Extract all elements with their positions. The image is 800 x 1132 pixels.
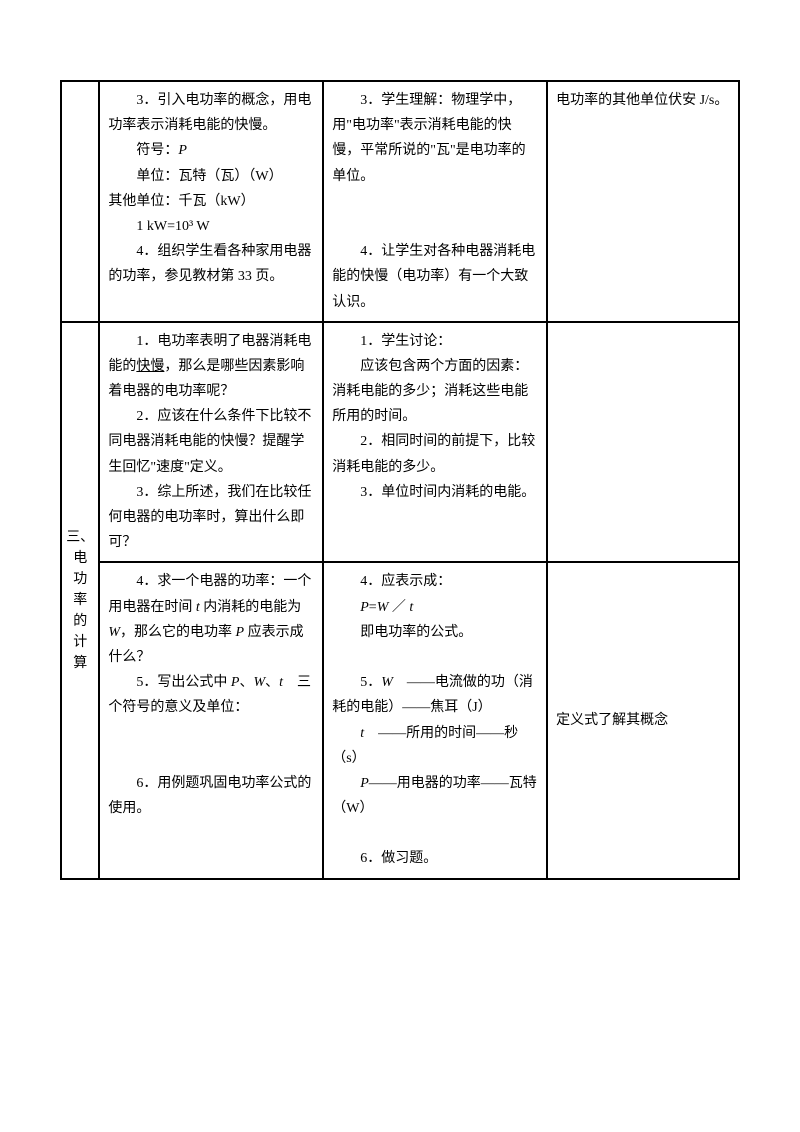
section-label-text: 电 (73, 551, 87, 566)
paragraph: 1．学生讨论： (332, 329, 538, 354)
paragraph: 3．学生理解：物理学中，用"电功率"表示消耗电能的快慢，平常所说的"瓦"是电功率… (332, 88, 538, 189)
paragraph: 6．做习题。 (332, 846, 538, 871)
section-label-text: 算 (73, 656, 87, 671)
paragraph: 单位：瓦特（瓦）（W） (108, 164, 314, 189)
paragraph: 3．综上所述，我们在比较任何电器的电功率时，算出什么即可？ (108, 480, 314, 556)
symbol-t: t (409, 600, 413, 615)
text: ／ (388, 600, 409, 615)
lesson-plan-table: 3．引入电功率的概念，用电功率表示消耗电能的快慢。 符号：P 单位：瓦特（瓦）（… (60, 80, 740, 880)
paragraph: 1 kW=10³ W (108, 214, 314, 239)
underline-text: 快慢 (136, 359, 164, 374)
paragraph: 2．应该在什么条件下比较不同电器消耗电能的快慢？提醒学生回忆"速度"定义。 (108, 404, 314, 480)
student-activity-cell: 4．应表示成： P=W ／ t 即电功率的公式。 5．W ——电流做的功（消耗的… (323, 562, 547, 878)
notes-cell (547, 322, 739, 563)
paragraph: 3．引入电功率的概念，用电功率表示消耗电能的快慢。 (108, 88, 314, 138)
symbol-w: W (108, 625, 120, 640)
paragraph: 5．W ——电流做的功（消耗的电能）——焦耳（J） (332, 670, 538, 720)
paragraph: 1．电功率表明了电器消耗电能的快慢，那么是哪些因素影响着电器的电功率呢？ (108, 329, 314, 405)
table-row: 4．求一个电器的功率：一个用电器在时间 t 内消耗的电能为 W，那么它的电功率 … (61, 562, 739, 878)
paragraph: 电功率的其他单位伏安 J/s。 (556, 88, 730, 113)
paragraph: 4．让学生对各种电器消耗电能的快慢（电功率）有一个大致认识。 (332, 239, 538, 315)
paragraph: 4．求一个电器的功率：一个用电器在时间 t 内消耗的电能为 W，那么它的电功率 … (108, 569, 314, 670)
symbol-w: W (253, 675, 265, 690)
section-label-cell: 三、 电 功 率 的 计 算 (61, 322, 99, 879)
symbol-w: W (377, 600, 389, 615)
teacher-activity-cell: 4．求一个电器的功率：一个用电器在时间 t 内消耗的电能为 W，那么它的电功率 … (99, 562, 323, 878)
paragraph: 定义式了解其概念 (556, 708, 730, 733)
text: 、 (265, 675, 279, 690)
paragraph: 4．组织学生看各种家用电器的功率，参见教材第 33 页。 (108, 239, 314, 289)
section-label-cell (61, 81, 99, 322)
paragraph: 6．用例题巩固电功率公式的使用。 (108, 771, 314, 821)
section-label-text: 功 (73, 572, 87, 587)
paragraph: 其他单位：千瓦（kW） (108, 189, 314, 214)
section-label-text: 三、 (66, 530, 94, 545)
symbol-w: W (381, 675, 393, 690)
text: ，那么它的电功率 (120, 625, 236, 640)
paragraph: 2．相同时间的前提下，比较消耗电能的多少。 (332, 429, 538, 479)
paragraph: 即电功率的公式。 (332, 620, 538, 645)
student-activity-cell: 1．学生讨论： 应该包含两个方面的因素：消耗电能的多少；消耗这些电能所用的时间。… (323, 322, 547, 563)
symbol-p: P (178, 143, 187, 158)
teacher-activity-cell: 1．电功率表明了电器消耗电能的快慢，那么是哪些因素影响着电器的电功率呢？ 2．应… (99, 322, 323, 563)
paragraph: 3．单位时间内消耗的电能。 (332, 480, 538, 505)
text: 、 (239, 675, 253, 690)
symbol-p: P (360, 600, 369, 615)
student-activity-cell: 3．学生理解：物理学中，用"电功率"表示消耗电能的快慢，平常所说的"瓦"是电功率… (323, 81, 547, 322)
text: = (369, 600, 377, 615)
symbol-p: P (236, 625, 245, 640)
notes-cell: 电功率的其他单位伏安 J/s。 (547, 81, 739, 322)
paragraph: P=W ／ t (332, 595, 538, 620)
paragraph: t ——所用的时间——秒（s） (332, 721, 538, 771)
text: 5．写出公式中 (136, 675, 231, 690)
section-label-text: 计 (73, 635, 87, 650)
paragraph: 4．应表示成： (332, 569, 538, 594)
table-row: 三、 电 功 率 的 计 算 1．电功率表明了电器消耗电能的快慢，那么是哪些因素… (61, 322, 739, 563)
text: 内消耗的电能为 (200, 600, 302, 615)
paragraph: 符号：P (108, 138, 314, 163)
symbol-p: P (360, 776, 369, 791)
teacher-activity-cell: 3．引入电功率的概念，用电功率表示消耗电能的快慢。 符号：P 单位：瓦特（瓦）（… (99, 81, 323, 322)
text: 5． (360, 675, 381, 690)
text: 符号： (136, 143, 178, 158)
table-row: 3．引入电功率的概念，用电功率表示消耗电能的快慢。 符号：P 单位：瓦特（瓦）（… (61, 81, 739, 322)
section-label-text: 的 (73, 614, 87, 629)
paragraph: P——用电器的功率——瓦特（W） (332, 771, 538, 821)
paragraph: 应该包含两个方面的因素：消耗电能的多少；消耗这些电能所用的时间。 (332, 354, 538, 430)
section-label-text: 率 (73, 593, 87, 608)
notes-cell: 定义式了解其概念 (547, 562, 739, 878)
paragraph: 5．写出公式中 P、W、t 三个符号的意义及单位： (108, 670, 314, 720)
